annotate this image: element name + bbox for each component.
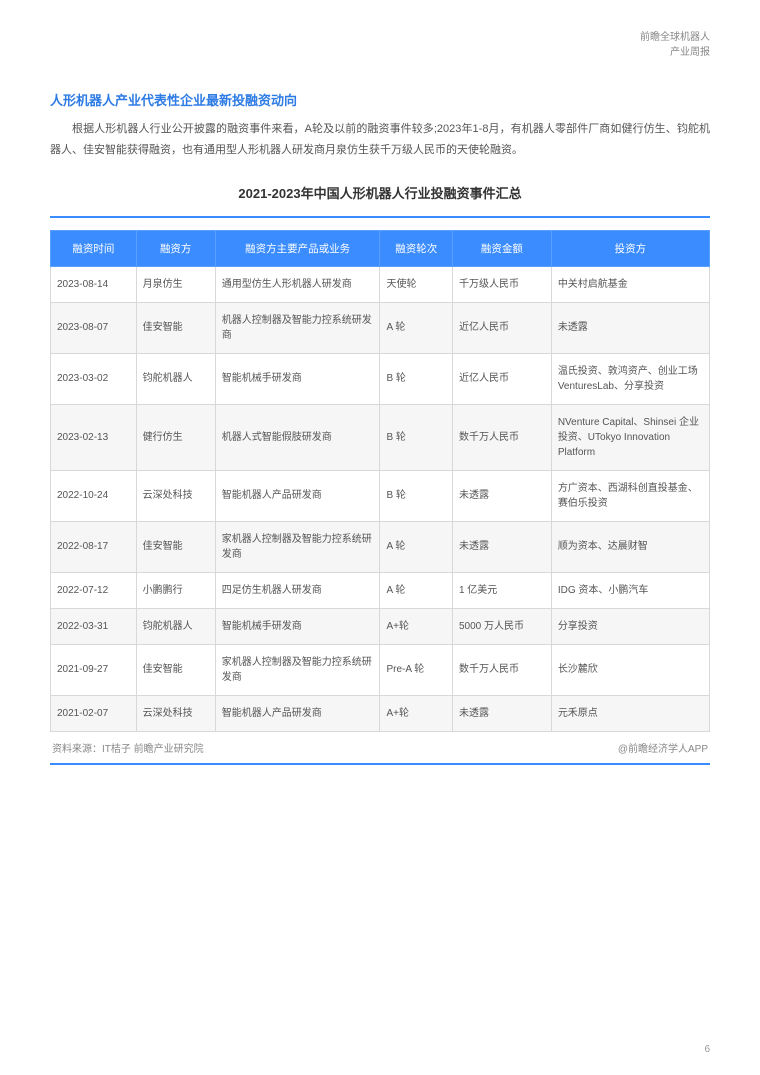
col-header: 融资方主要产品或业务 (215, 230, 380, 266)
header-line2: 产业周报 (50, 45, 710, 60)
table-cell: 健行仿生 (136, 404, 215, 470)
table-cell: 分享投资 (551, 608, 709, 644)
table-row: 2021-02-07云深处科技智能机器人产品研发商A+轮未透露元禾原点 (51, 695, 710, 731)
table-row: 2022-10-24云深处科技智能机器人产品研发商B 轮未透露方广资本、西湖科创… (51, 470, 710, 521)
table-cell: 2021-09-27 (51, 644, 137, 695)
col-header: 投资方 (551, 230, 709, 266)
table-cell: 未透露 (551, 302, 709, 353)
table-row: 2023-03-02钧舵机器人智能机械手研发商B 轮近亿人民币温氏投资、敦鸿资产… (51, 353, 710, 404)
doc-header: 前瞻全球机器人 产业周报 (50, 30, 710, 60)
col-header: 融资金额 (452, 230, 551, 266)
table-cell: 云深处科技 (136, 470, 215, 521)
source-row: 资料来源：IT桔子 前瞻产业研究院 @前瞻经济学人APP (50, 740, 710, 755)
table-cell: 机器人控制器及智能力控系统研发商 (215, 302, 380, 353)
table-title: 2021-2023年中国人形机器人行业投融资事件汇总 (50, 183, 710, 202)
table-cell: 钧舵机器人 (136, 353, 215, 404)
table-cell: A 轮 (380, 302, 452, 353)
table-cell: 2022-08-17 (51, 521, 137, 572)
table-cell: 长沙麓欣 (551, 644, 709, 695)
table-cell: 近亿人民币 (452, 302, 551, 353)
source-left: 资料来源：IT桔子 前瞻产业研究院 (52, 740, 204, 755)
header-line1: 前瞻全球机器人 (50, 30, 710, 45)
section-title: 人形机器人产业代表性企业最新投融资动向 (50, 90, 710, 109)
col-header: 融资时间 (51, 230, 137, 266)
table-row: 2023-08-14月泉仿生通用型仿生人形机器人研发商天使轮千万级人民币中关村启… (51, 266, 710, 302)
table-cell: A 轮 (380, 521, 452, 572)
table-cell: 元禾原点 (551, 695, 709, 731)
table-cell: NVenture Capital、Shinsei 企业投资、UTokyo Inn… (551, 404, 709, 470)
table-cell: 佳安智能 (136, 644, 215, 695)
table-cell: 数千万人民币 (452, 404, 551, 470)
table-cell: IDG 资本、小鹏汽车 (551, 572, 709, 608)
table-cell: 2021-02-07 (51, 695, 137, 731)
table-header-row: 融资时间 融资方 融资方主要产品或业务 融资轮次 融资金额 投资方 (51, 230, 710, 266)
table-cell: 四足仿生机器人研发商 (215, 572, 380, 608)
table-cell: 2022-10-24 (51, 470, 137, 521)
table-cell: 通用型仿生人形机器人研发商 (215, 266, 380, 302)
table-cell: 顺为资本、达晨财智 (551, 521, 709, 572)
table-cell: 2023-08-14 (51, 266, 137, 302)
table-cell: 机器人式智能假肢研发商 (215, 404, 380, 470)
table-cell: 近亿人民币 (452, 353, 551, 404)
table-cell: 月泉仿生 (136, 266, 215, 302)
table-cell: 未透露 (452, 521, 551, 572)
table-row: 2021-09-27佳安智能家机器人控制器及智能力控系统研发商Pre-A 轮数千… (51, 644, 710, 695)
table-cell: 家机器人控制器及智能力控系统研发商 (215, 521, 380, 572)
table-cell: B 轮 (380, 353, 452, 404)
table-cell: B 轮 (380, 404, 452, 470)
table-row: 2022-03-31钧舵机器人智能机械手研发商A+轮5000 万人民币分享投资 (51, 608, 710, 644)
table-cell: 佳安智能 (136, 302, 215, 353)
table-cell: 5000 万人民币 (452, 608, 551, 644)
table-cell: A 轮 (380, 572, 452, 608)
funding-table: 融资时间 融资方 融资方主要产品或业务 融资轮次 融资金额 投资方 2023-0… (50, 230, 710, 732)
table-cell: 智能机械手研发商 (215, 608, 380, 644)
body-paragraph: 根据人形机器人行业公开披露的融资事件来看，A轮及以前的融资事件较多;2023年1… (50, 119, 710, 161)
table-cell: 2023-03-02 (51, 353, 137, 404)
table-cell: B 轮 (380, 470, 452, 521)
page-number: 6 (704, 1044, 710, 1055)
table-cell: 智能机器人产品研发商 (215, 470, 380, 521)
table-cell: A+轮 (380, 695, 452, 731)
table-cell: A+轮 (380, 608, 452, 644)
table-cell: 2023-02-13 (51, 404, 137, 470)
table-cell: 2022-07-12 (51, 572, 137, 608)
table-row: 2022-08-17佳安智能家机器人控制器及智能力控系统研发商A 轮未透露顺为资… (51, 521, 710, 572)
table-cell: 天使轮 (380, 266, 452, 302)
table-row: 2023-02-13健行仿生机器人式智能假肢研发商B 轮数千万人民币NVentu… (51, 404, 710, 470)
table-cell: 1 亿美元 (452, 572, 551, 608)
table-cell: 家机器人控制器及智能力控系统研发商 (215, 644, 380, 695)
table-cell: 钧舵机器人 (136, 608, 215, 644)
col-header: 融资方 (136, 230, 215, 266)
table-container: 融资时间 融资方 融资方主要产品或业务 融资轮次 融资金额 投资方 2023-0… (50, 216, 710, 765)
source-right: @前瞻经济学人APP (618, 740, 708, 755)
table-cell: 方广资本、西湖科创直投基金、赛伯乐投资 (551, 470, 709, 521)
table-cell: 中关村启航基金 (551, 266, 709, 302)
table-cell: Pre-A 轮 (380, 644, 452, 695)
table-row: 2023-08-07佳安智能机器人控制器及智能力控系统研发商A 轮近亿人民币未透… (51, 302, 710, 353)
table-cell: 未透露 (452, 470, 551, 521)
table-cell: 智能机器人产品研发商 (215, 695, 380, 731)
table-cell: 小鹏鹏行 (136, 572, 215, 608)
table-cell: 千万级人民币 (452, 266, 551, 302)
table-cell: 2023-08-07 (51, 302, 137, 353)
table-row: 2022-07-12小鹏鹏行四足仿生机器人研发商A 轮1 亿美元IDG 资本、小… (51, 572, 710, 608)
col-header: 融资轮次 (380, 230, 452, 266)
table-cell: 2022-03-31 (51, 608, 137, 644)
table-cell: 数千万人民币 (452, 644, 551, 695)
table-cell: 未透露 (452, 695, 551, 731)
table-cell: 云深处科技 (136, 695, 215, 731)
table-cell: 温氏投资、敦鸿资产、创业工场 VenturesLab、分享投资 (551, 353, 709, 404)
table-cell: 佳安智能 (136, 521, 215, 572)
table-cell: 智能机械手研发商 (215, 353, 380, 404)
